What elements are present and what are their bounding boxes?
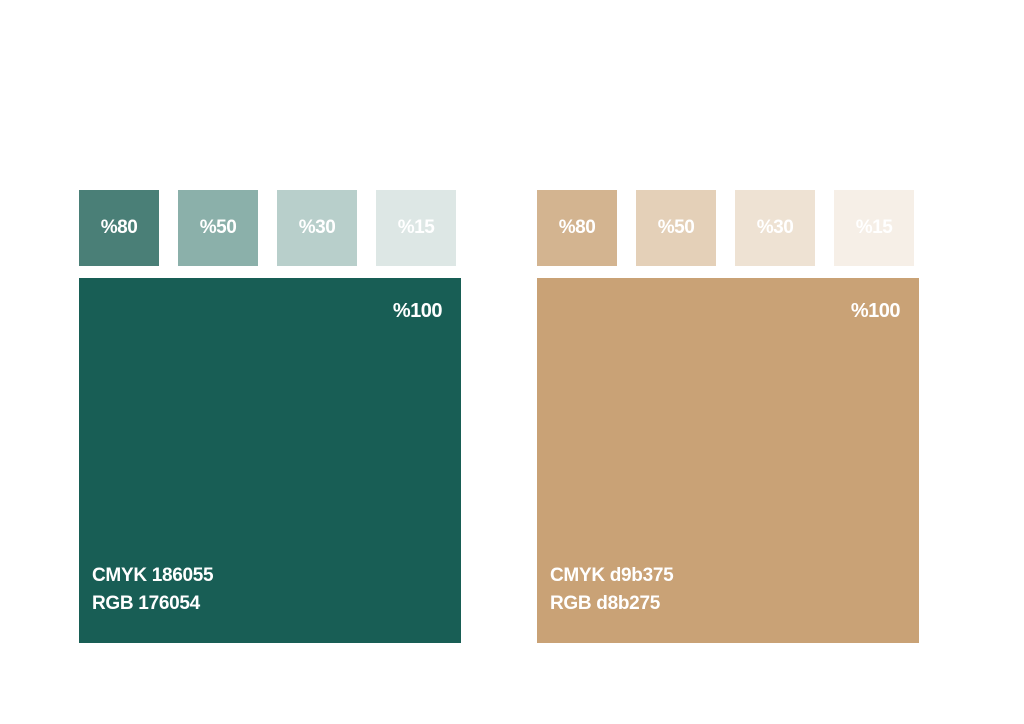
gold-tint-50-swatch: %50 (636, 190, 716, 266)
gold-palette: %80 %50 %30 %15 %100 CMYK d9b375 RGB d8b… (537, 190, 920, 643)
green-color-codes: CMYK 186055 RGB 176054 (92, 562, 214, 618)
gold-tint-row: %80 %50 %30 %15 (537, 190, 920, 266)
gold-rgb-label: RGB d8b275 (550, 593, 660, 614)
green-palette: %80 %50 %30 %15 %100 CMYK 186055 RGB 176… (79, 190, 462, 643)
gold-tint-80-swatch: %80 (537, 190, 617, 266)
green-main-swatch: %100 CMYK 186055 RGB 176054 (79, 278, 461, 643)
green-rgb-label: RGB 176054 (92, 593, 200, 614)
gold-tint-15-swatch: %15 (834, 190, 914, 266)
green-main-percent-label: %100 (392, 300, 443, 322)
green-tint-row: %80 %50 %30 %15 (79, 190, 462, 266)
green-tint-30-swatch: %30 (277, 190, 357, 266)
green-tint-80-swatch: %80 (79, 190, 159, 266)
green-cmyk-label: CMYK 186055 (92, 565, 214, 586)
green-tint-50-swatch: %50 (178, 190, 258, 266)
green-tint-15-swatch: %15 (376, 190, 456, 266)
gold-main-swatch: %100 CMYK d9b375 RGB d8b275 (537, 278, 919, 643)
gold-color-codes: CMYK d9b375 RGB d8b275 (550, 562, 674, 618)
gold-tint-30-swatch: %30 (735, 190, 815, 266)
gold-main-percent-label: %100 (850, 300, 901, 322)
gold-cmyk-label: CMYK d9b375 (550, 565, 674, 586)
